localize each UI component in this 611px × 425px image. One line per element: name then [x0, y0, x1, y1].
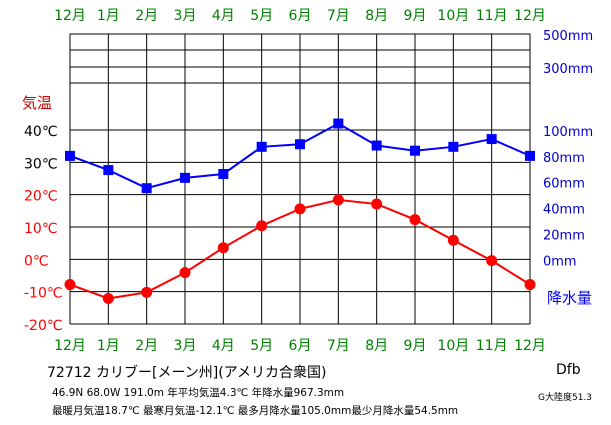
month-label-bottom: 11月: [476, 338, 508, 354]
month-label-bottom: 12月: [54, 338, 86, 354]
left-axis-tick-label: 20℃: [24, 189, 58, 205]
temperature-point: [371, 198, 383, 210]
month-label-bottom: 8月: [365, 338, 388, 354]
month-label-top: 9月: [404, 8, 427, 24]
precipitation-point: [103, 165, 114, 176]
precipitation-point: [65, 150, 75, 161]
month-label-bottom: 9月: [404, 338, 427, 354]
month-label-bottom: 7月: [327, 338, 350, 354]
month-label-top: 5月: [250, 8, 273, 24]
month-label-bottom: 2月: [135, 338, 158, 354]
month-label-bottom: 5月: [250, 338, 273, 354]
precipitation-point: [141, 183, 152, 194]
temperature-point: [256, 220, 268, 232]
temperature-point: [217, 242, 229, 254]
koppen-code: Dfb: [556, 362, 581, 378]
month-label-bottom: 3月: [174, 338, 197, 354]
month-label-bottom: 12月: [514, 338, 546, 354]
temperature-point: [486, 255, 498, 267]
temperature-point: [524, 279, 536, 291]
month-label-bottom: 1月: [97, 338, 120, 354]
temperature-point: [332, 194, 344, 206]
temperature-point: [409, 214, 421, 226]
right-axis-tick-label: 80mm: [543, 151, 585, 166]
left-axis-tick-label: 10℃: [24, 221, 58, 237]
right-axis-tick-label: 100mm: [543, 125, 593, 140]
temperature-point: [294, 203, 306, 215]
precipitation-point: [218, 168, 229, 179]
precipitation-point: [448, 141, 459, 152]
month-label-bottom: 6月: [289, 338, 312, 354]
month-label-top: 11月: [476, 8, 508, 24]
temperature-point: [102, 292, 114, 304]
right-axis-tick-label: 300mm: [543, 62, 593, 77]
left-axis-tick-label: -20℃: [24, 318, 63, 334]
right-axis-tick-label: 0mm: [543, 254, 577, 269]
precipitation-point: [256, 141, 267, 152]
month-label-top: 6月: [289, 8, 312, 24]
month-label-bottom: 4月: [212, 338, 235, 354]
left-axis-tick-label: 0℃: [24, 253, 49, 269]
month-label-top: 12月: [54, 8, 86, 24]
precipitation-point: [180, 172, 190, 183]
left-axis-label: 気温: [22, 94, 52, 112]
right-axis-tick-label: 500mm: [543, 29, 593, 44]
left-axis-tick-label: -10℃: [24, 286, 63, 302]
temperature-point: [447, 234, 459, 246]
right-axis-label: 降水量: [547, 289, 592, 307]
precipitation-point: [295, 139, 305, 150]
month-label-top: 7月: [327, 8, 350, 24]
month-label-bottom: 10月: [437, 338, 469, 354]
left-axis-tick-label: 40℃: [24, 124, 58, 140]
location-stats: 46.9N 68.0W 191.0m 年平均気温4.3℃ 年降水量967.3mm: [52, 387, 345, 399]
precipitation-point: [525, 150, 535, 161]
right-axis-tick-label: 60mm: [543, 177, 585, 192]
precipitation-point: [486, 134, 497, 145]
continentality-index: G大陸度51.3: [538, 393, 593, 403]
precipitation-point: [333, 118, 344, 129]
temperature-point: [141, 286, 153, 298]
extreme-stats: 最暖月気温18.7℃ 最寒月気温-12.1℃ 最多月降水量105.0mm最少月降…: [52, 405, 459, 417]
month-label-top: 10月: [437, 8, 469, 24]
month-label-top: 4月: [212, 8, 235, 24]
temperature-point: [179, 267, 191, 279]
precipitation-point: [410, 145, 420, 156]
temperature-point: [64, 279, 76, 291]
month-label-top: 1月: [97, 8, 120, 24]
right-axis-tick-label: 40mm: [543, 203, 585, 218]
right-axis-tick-label: 20mm: [543, 228, 585, 243]
precipitation-point: [371, 140, 382, 151]
station-title: 72712 カリブー[メーン州](アメリカ合衆国): [47, 365, 327, 381]
month-label-top: 12月: [514, 8, 546, 24]
month-label-top: 8月: [365, 8, 388, 24]
month-label-top: 2月: [135, 8, 158, 24]
left-axis-tick-label: 30℃: [24, 156, 58, 172]
month-label-top: 3月: [174, 8, 197, 24]
